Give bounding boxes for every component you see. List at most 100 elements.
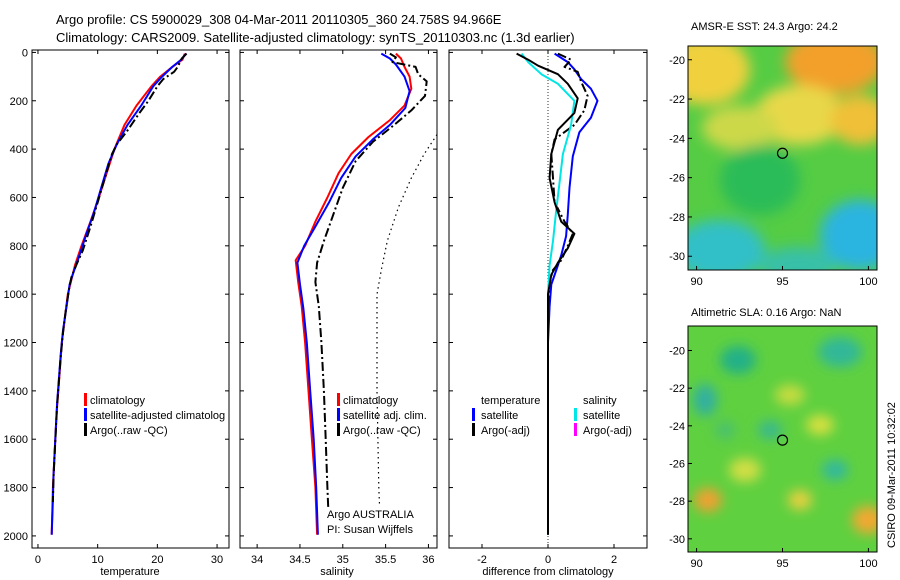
- legend-label-temp-satellite: satellite: [481, 410, 518, 422]
- legend-swatch-argo: [84, 423, 87, 436]
- map-y-tick-label: -22: [669, 383, 685, 395]
- x-tick-label: 2: [611, 554, 617, 566]
- map-y-tick-label: -22: [669, 94, 685, 106]
- legend-label-climatology: climatology: [90, 395, 146, 407]
- x-tick-label: 34.5: [289, 554, 310, 566]
- legend-heading-salinity: salinity: [583, 395, 617, 407]
- salinity-panel: 34 34.5 35 35.5 36 salinity climatology sate…: [239, 49, 438, 578]
- difference-x-ticks: -2 0 2: [449, 50, 647, 566]
- depth-tick-label: 800: [10, 241, 28, 253]
- legend-swatch-sal-argo: [574, 423, 577, 436]
- map-y-tick-label: -30: [669, 251, 685, 263]
- legend-swatch-satellite-adjusted: [84, 408, 87, 421]
- series-line-argo-raw-qc-: [314, 52, 428, 507]
- map-x-tick-label: 90: [690, 558, 702, 570]
- difference-xlabel: difference from climatology: [482, 566, 614, 578]
- depth-tick-label: 1600: [4, 434, 28, 446]
- x-tick-label: 30: [211, 554, 223, 566]
- x-tick-label: 35: [337, 554, 349, 566]
- map-y-tick-label: -26: [669, 173, 685, 185]
- sst-field: [688, 46, 877, 270]
- difference-legend: temperature salinity satellite Argo(-adj…: [472, 395, 632, 437]
- map-y-tick-label: -24: [669, 421, 685, 433]
- series-line-satellite-adj-clim-: [296, 52, 411, 535]
- map-y-tick-label: -30: [669, 534, 685, 546]
- map-y-tick-label: -26: [669, 458, 685, 470]
- salinity-legend: climatology satellite adj. clim. Argo(..…: [337, 393, 427, 437]
- map-x-tick-label: 95: [776, 558, 788, 570]
- legend-label-sal-satellite: satellite: [583, 410, 620, 422]
- legend-swatch-argo: [337, 423, 340, 436]
- csiro-timestamp-label: CSIRO 09-Mar-2011 10:32:02: [886, 402, 898, 548]
- temperature-x-ticks: 0 10 20 30: [32, 50, 229, 566]
- x-tick-label: 0: [545, 554, 551, 566]
- sst-map-ticks: 90 95 100 -20 -22 -24 -26 -28 -30: [669, 55, 877, 288]
- map-x-tick-label: 100: [859, 276, 877, 288]
- legend-swatch-satellite-adj: [337, 408, 340, 421]
- series-line-climatology: [294, 52, 413, 535]
- legend-label-satellite-adj: satellite adj. clim.: [343, 410, 427, 422]
- sla-field: [688, 326, 877, 552]
- legend-label-temp-argo: Argo(-adj): [481, 425, 530, 437]
- float-owner-label: Argo AUSTRALIA: [327, 509, 414, 521]
- x-tick-label: 0: [35, 554, 41, 566]
- x-tick-label: -2: [477, 554, 487, 566]
- map-y-tick-label: -20: [669, 55, 685, 67]
- legend-label-climatology: climatology: [343, 395, 399, 407]
- difference-plot-area: [516, 50, 599, 548]
- sla-argo-location-marker: [776, 434, 789, 446]
- x-tick-label: 10: [92, 554, 104, 566]
- map-x-tick-label: 100: [859, 558, 877, 570]
- salinity-plot-area: [294, 52, 438, 535]
- series-line-argo-adj-: [547, 52, 589, 535]
- map-x-tick-label: 90: [690, 276, 702, 288]
- map-y-tick-label: -28: [669, 496, 685, 508]
- depth-tick-label: 2000: [4, 531, 28, 543]
- legend-label-argo: Argo(..raw -QC): [343, 425, 421, 437]
- depth-tick-label: 1200: [4, 338, 28, 350]
- sla-map-title: Altimetric SLA: 0.16 Argo: NaN: [691, 307, 841, 319]
- map-y-tick-label: -20: [669, 345, 685, 357]
- series-line-argo-adj-: [516, 52, 579, 535]
- x-tick-label: 35.5: [375, 554, 396, 566]
- x-tick-label: 20: [151, 554, 163, 566]
- salinity-xlabel: salinity: [320, 566, 354, 578]
- legend-swatch-temp-argo: [472, 423, 475, 436]
- temperature-axes-frame: [31, 49, 230, 549]
- difference-panel: -2 0 2 difference from climatology tempera…: [448, 49, 648, 578]
- sla-map-panel: Altimetric SLA: 0.16 Argo: NaN 90 95 100 -2…: [669, 307, 877, 570]
- sst-map-panel: AMSR-E SST: 24.3 Argo: 24.2 90 95 100 -20 -2…: [669, 21, 877, 288]
- legend-heading-temperature: temperature: [481, 395, 540, 407]
- series-line-climatology: [50, 53, 186, 535]
- depth-tick-label: 400: [10, 144, 28, 156]
- depth-tick-label: 600: [10, 192, 28, 204]
- sst-argo-location-marker: [776, 147, 789, 159]
- map-y-tick-label: -28: [669, 212, 685, 224]
- temperature-legend: climatology satellite-adjusted climatolo…: [84, 393, 225, 437]
- series-line-satellite-adjusted-climatolog: [50, 52, 187, 535]
- series-line-argo-raw-qc-: [51, 52, 188, 503]
- salinity-x-ticks: 34 34.5 35 35.5 36: [240, 50, 437, 566]
- depth-tick-label: 200: [10, 96, 28, 108]
- salinity-axes-frame: [239, 49, 438, 549]
- x-tick-label: 34: [251, 554, 263, 566]
- legend-label-argo: Argo(..raw -QC): [90, 425, 168, 437]
- depth-tick-label: 1400: [4, 386, 28, 398]
- temperature-panel: 0 10 20 30 0 200 400 600 800 1000 1200 1400 1600 180…: [4, 47, 230, 578]
- depth-axis-ticks: 0 200 400 600 800 1000 1200 1400 1600 1800 2000: [4, 47, 28, 542]
- legend-swatch-climatology: [84, 393, 87, 406]
- sst-map-title: AMSR-E SST: 24.3 Argo: 24.2: [691, 21, 838, 33]
- figure-title-line1: Argo profile: CS 5900029_308 04-Mar-2011…: [56, 12, 502, 27]
- depth-tick-label: 1800: [4, 483, 28, 495]
- sla-map-ticks: 90 95 100 -20 -22 -24 -26 -28 -30: [669, 345, 877, 570]
- x-tick-label: 36: [422, 554, 434, 566]
- depth-tick-label: 1000: [4, 289, 28, 301]
- legend-swatch-climatology: [337, 393, 340, 406]
- legend-label-satellite-adjusted: satellite-adjusted climatolog: [90, 410, 225, 422]
- temperature-plot-area: [50, 52, 188, 535]
- map-x-tick-label: 95: [776, 276, 788, 288]
- figure-title-line2: Climatology: CARS2009. Satellite-adjuste…: [56, 30, 575, 45]
- series-line-reference: [376, 134, 438, 507]
- temperature-xlabel: temperature: [100, 566, 159, 578]
